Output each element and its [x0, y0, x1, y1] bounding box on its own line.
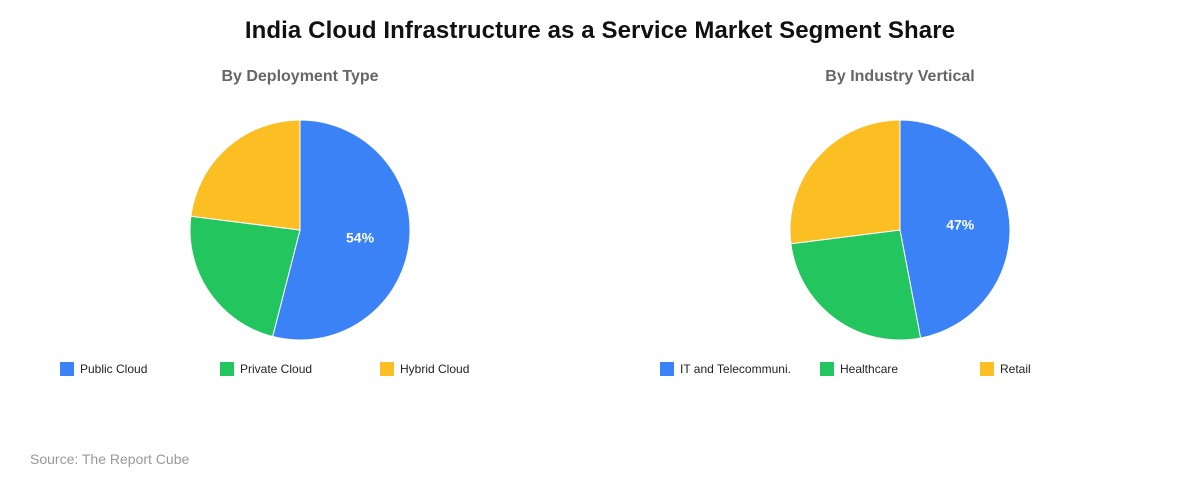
slice-data-label: 54%: [346, 230, 375, 246]
pie-slice-3[interactable]: [789, 119, 901, 245]
legend-item-it-telecom[interactable]: IT and Telecommuni.: [660, 361, 791, 377]
legend-label: Retail: [1000, 362, 1031, 376]
legend-swatch: [820, 362, 834, 376]
chart-title: By Industry Vertical: [825, 68, 975, 85]
pie-slice-2[interactable]: [790, 229, 922, 341]
legend-swatch: [980, 362, 994, 376]
legend-item-public-cloud[interactable]: Public Cloud: [60, 361, 147, 377]
legend-item-private-cloud[interactable]: Private Cloud: [220, 361, 312, 377]
legend-label: Private Cloud: [240, 362, 313, 376]
legend-label: Healthcare: [840, 362, 899, 376]
source-note: Source: The Report Cube: [30, 451, 190, 467]
deployment-type-chart: By Deployment Type 54% Public Cloud Priv…: [0, 0, 600, 400]
pie-slice-1[interactable]: [272, 119, 411, 341]
legend-item-retail[interactable]: Retail: [980, 361, 1031, 377]
legend-label: Hybrid Cloud: [400, 362, 470, 376]
legend-item-healthcare[interactable]: Healthcare: [820, 361, 898, 377]
chart-title: By Deployment Type: [221, 68, 379, 85]
pie-chart: 47%: [789, 119, 1011, 341]
legend-swatch: [380, 362, 394, 376]
legend-swatch: [660, 362, 674, 376]
pie-slice-1[interactable]: [899, 119, 1011, 339]
legend-label: IT and Telecommuni.: [680, 362, 791, 376]
pie-slice-3[interactable]: [190, 119, 301, 231]
legend-label: Public Cloud: [80, 362, 148, 376]
legend-swatch: [60, 362, 74, 376]
legend-item-hybrid-cloud[interactable]: Hybrid Cloud: [380, 361, 469, 377]
legend-swatch: [220, 362, 234, 376]
page-title: India Cloud Infrastructure as a Service …: [244, 17, 956, 44]
industry-vertical-chart: By Industry Vertical 47% IT and Telecomm…: [600, 0, 1200, 400]
slice-data-label: 47%: [946, 216, 975, 232]
pie-chart: 54%: [189, 119, 411, 341]
pie-slice-2[interactable]: [189, 215, 301, 338]
